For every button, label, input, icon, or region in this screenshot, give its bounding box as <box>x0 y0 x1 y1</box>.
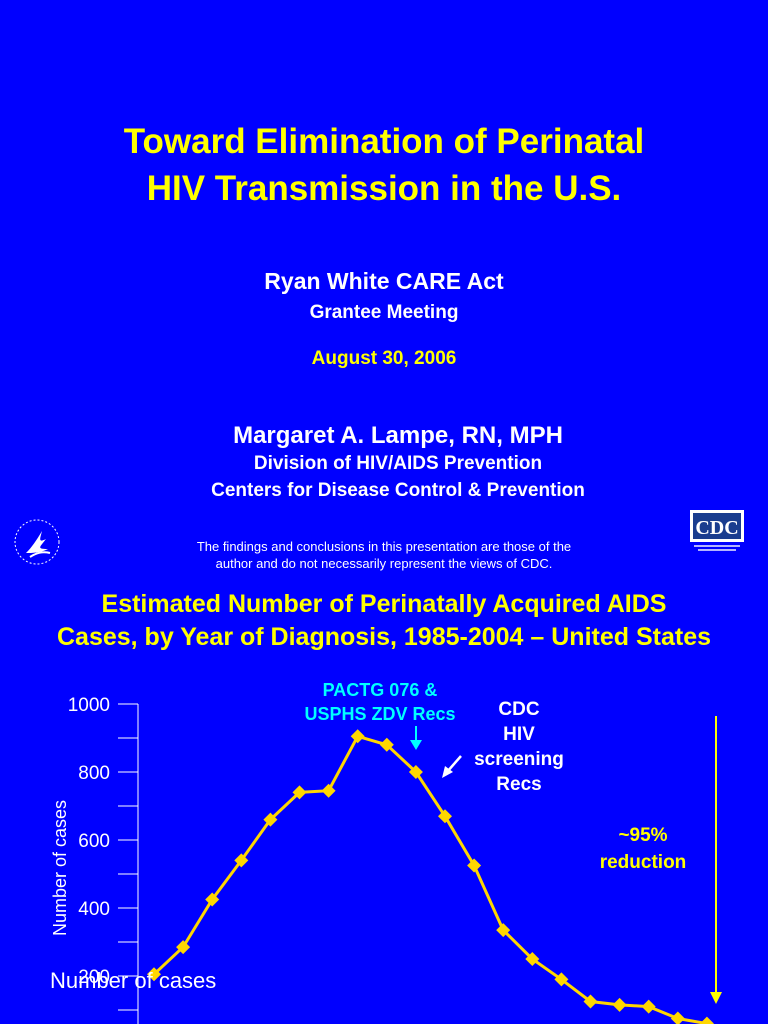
cdc-arrow-icon <box>442 755 462 778</box>
data-point <box>525 952 540 966</box>
data-point <box>176 940 191 955</box>
data-point <box>554 972 569 987</box>
data-point <box>641 999 656 1014</box>
data-point <box>234 853 249 868</box>
annotation-reduction: ~95% reduction <box>600 825 687 873</box>
data-point <box>292 785 307 800</box>
annotation-cdc: CDC HIV screening Recs <box>474 699 564 795</box>
event-subtitle: Grantee Meeting <box>309 302 459 323</box>
y-ticks <box>118 703 138 1011</box>
line-chart: 1000 800 600 400 200 Number of cases Number … <box>50 680 722 1024</box>
disclaimer-line-1: The findings and conclusions in this pre… <box>196 539 572 554</box>
series-points <box>147 729 714 1024</box>
presentation-title: Toward Elimination of Perinatal HIV Tran… <box>0 118 768 212</box>
title-line-1: Toward Elimination of Perinatal <box>123 122 645 161</box>
title-slide: Toward Elimination of Perinatal HIV Tran… <box>0 118 768 572</box>
y-tick-labels: 1000 800 600 400 200 <box>68 695 110 988</box>
data-point <box>583 994 598 1009</box>
annotation-pactg-line-1: PACTG 076 & <box>323 680 438 700</box>
cdc-logo: CDC <box>690 510 744 551</box>
chart-title-line-1: Estimated Number of Perinatally Acquired… <box>101 590 667 618</box>
annotation-cdc-line-3: screening <box>474 749 564 770</box>
y-axis-label-overlay: Number of cases <box>50 968 216 993</box>
speaker-name: Margaret A. Lampe, RN, MPH <box>233 422 563 449</box>
reduction-arrow-icon <box>710 716 722 1004</box>
data-point <box>350 729 365 744</box>
y-tick-label: 1000 <box>68 695 110 716</box>
data-point <box>263 812 278 827</box>
data-point <box>147 967 161 982</box>
data-point <box>205 892 220 907</box>
annotation-cdc-line-2: HIV <box>503 724 535 745</box>
event-date: August 30, 2006 <box>311 348 457 369</box>
annotation-pactg-line-2: USPHS ZDV Recs <box>304 704 455 724</box>
data-point <box>670 1011 685 1024</box>
data-point <box>496 923 511 938</box>
chart-title: Estimated Number of Perinatally Acquired… <box>0 588 768 654</box>
pactg-arrow-icon <box>410 726 422 750</box>
title-line-2: HIV Transmission in the U.S. <box>146 169 622 208</box>
annotation-cdc-line-1: CDC <box>498 699 539 720</box>
hhs-eagle-icon <box>14 519 60 565</box>
y-tick-label: 200 <box>78 967 110 988</box>
data-point <box>699 1016 714 1024</box>
chart-title-line-2: Cases, by Year of Diagnosis, 1985-2004 –… <box>56 623 712 651</box>
data-point <box>321 783 336 798</box>
disclaimer: The findings and conclusions in this pre… <box>0 538 768 572</box>
y-axis-label: Number of cases <box>50 800 70 936</box>
data-point <box>612 997 627 1012</box>
annotation-pactg: PACTG 076 & USPHS ZDV Recs <box>304 680 455 724</box>
chart-slide: Estimated Number of Perinatally Acquired… <box>0 586 768 1024</box>
annotation-reduction-line-1: ~95% <box>618 825 667 846</box>
cdc-logo-text: CDC <box>695 517 738 539</box>
y-tick-label: 600 <box>78 831 110 852</box>
data-point <box>379 737 394 752</box>
annotation-cdc-line-4: Recs <box>496 774 541 795</box>
disclaimer-line-2: author and do not necessarily represent … <box>215 556 553 571</box>
annotation-reduction-line-2: reduction <box>600 852 687 873</box>
series-line <box>152 734 708 1024</box>
data-point <box>467 858 482 873</box>
data-point <box>408 765 423 779</box>
speaker-agency: Centers for Disease Control & Prevention <box>211 480 585 501</box>
y-tick-label: 800 <box>78 763 110 784</box>
speaker-division: Division of HIV/AIDS Prevention <box>253 453 543 474</box>
y-tick-label: 400 <box>78 899 110 920</box>
data-point <box>438 809 452 824</box>
event-name: Ryan White CARE Act <box>264 268 504 294</box>
